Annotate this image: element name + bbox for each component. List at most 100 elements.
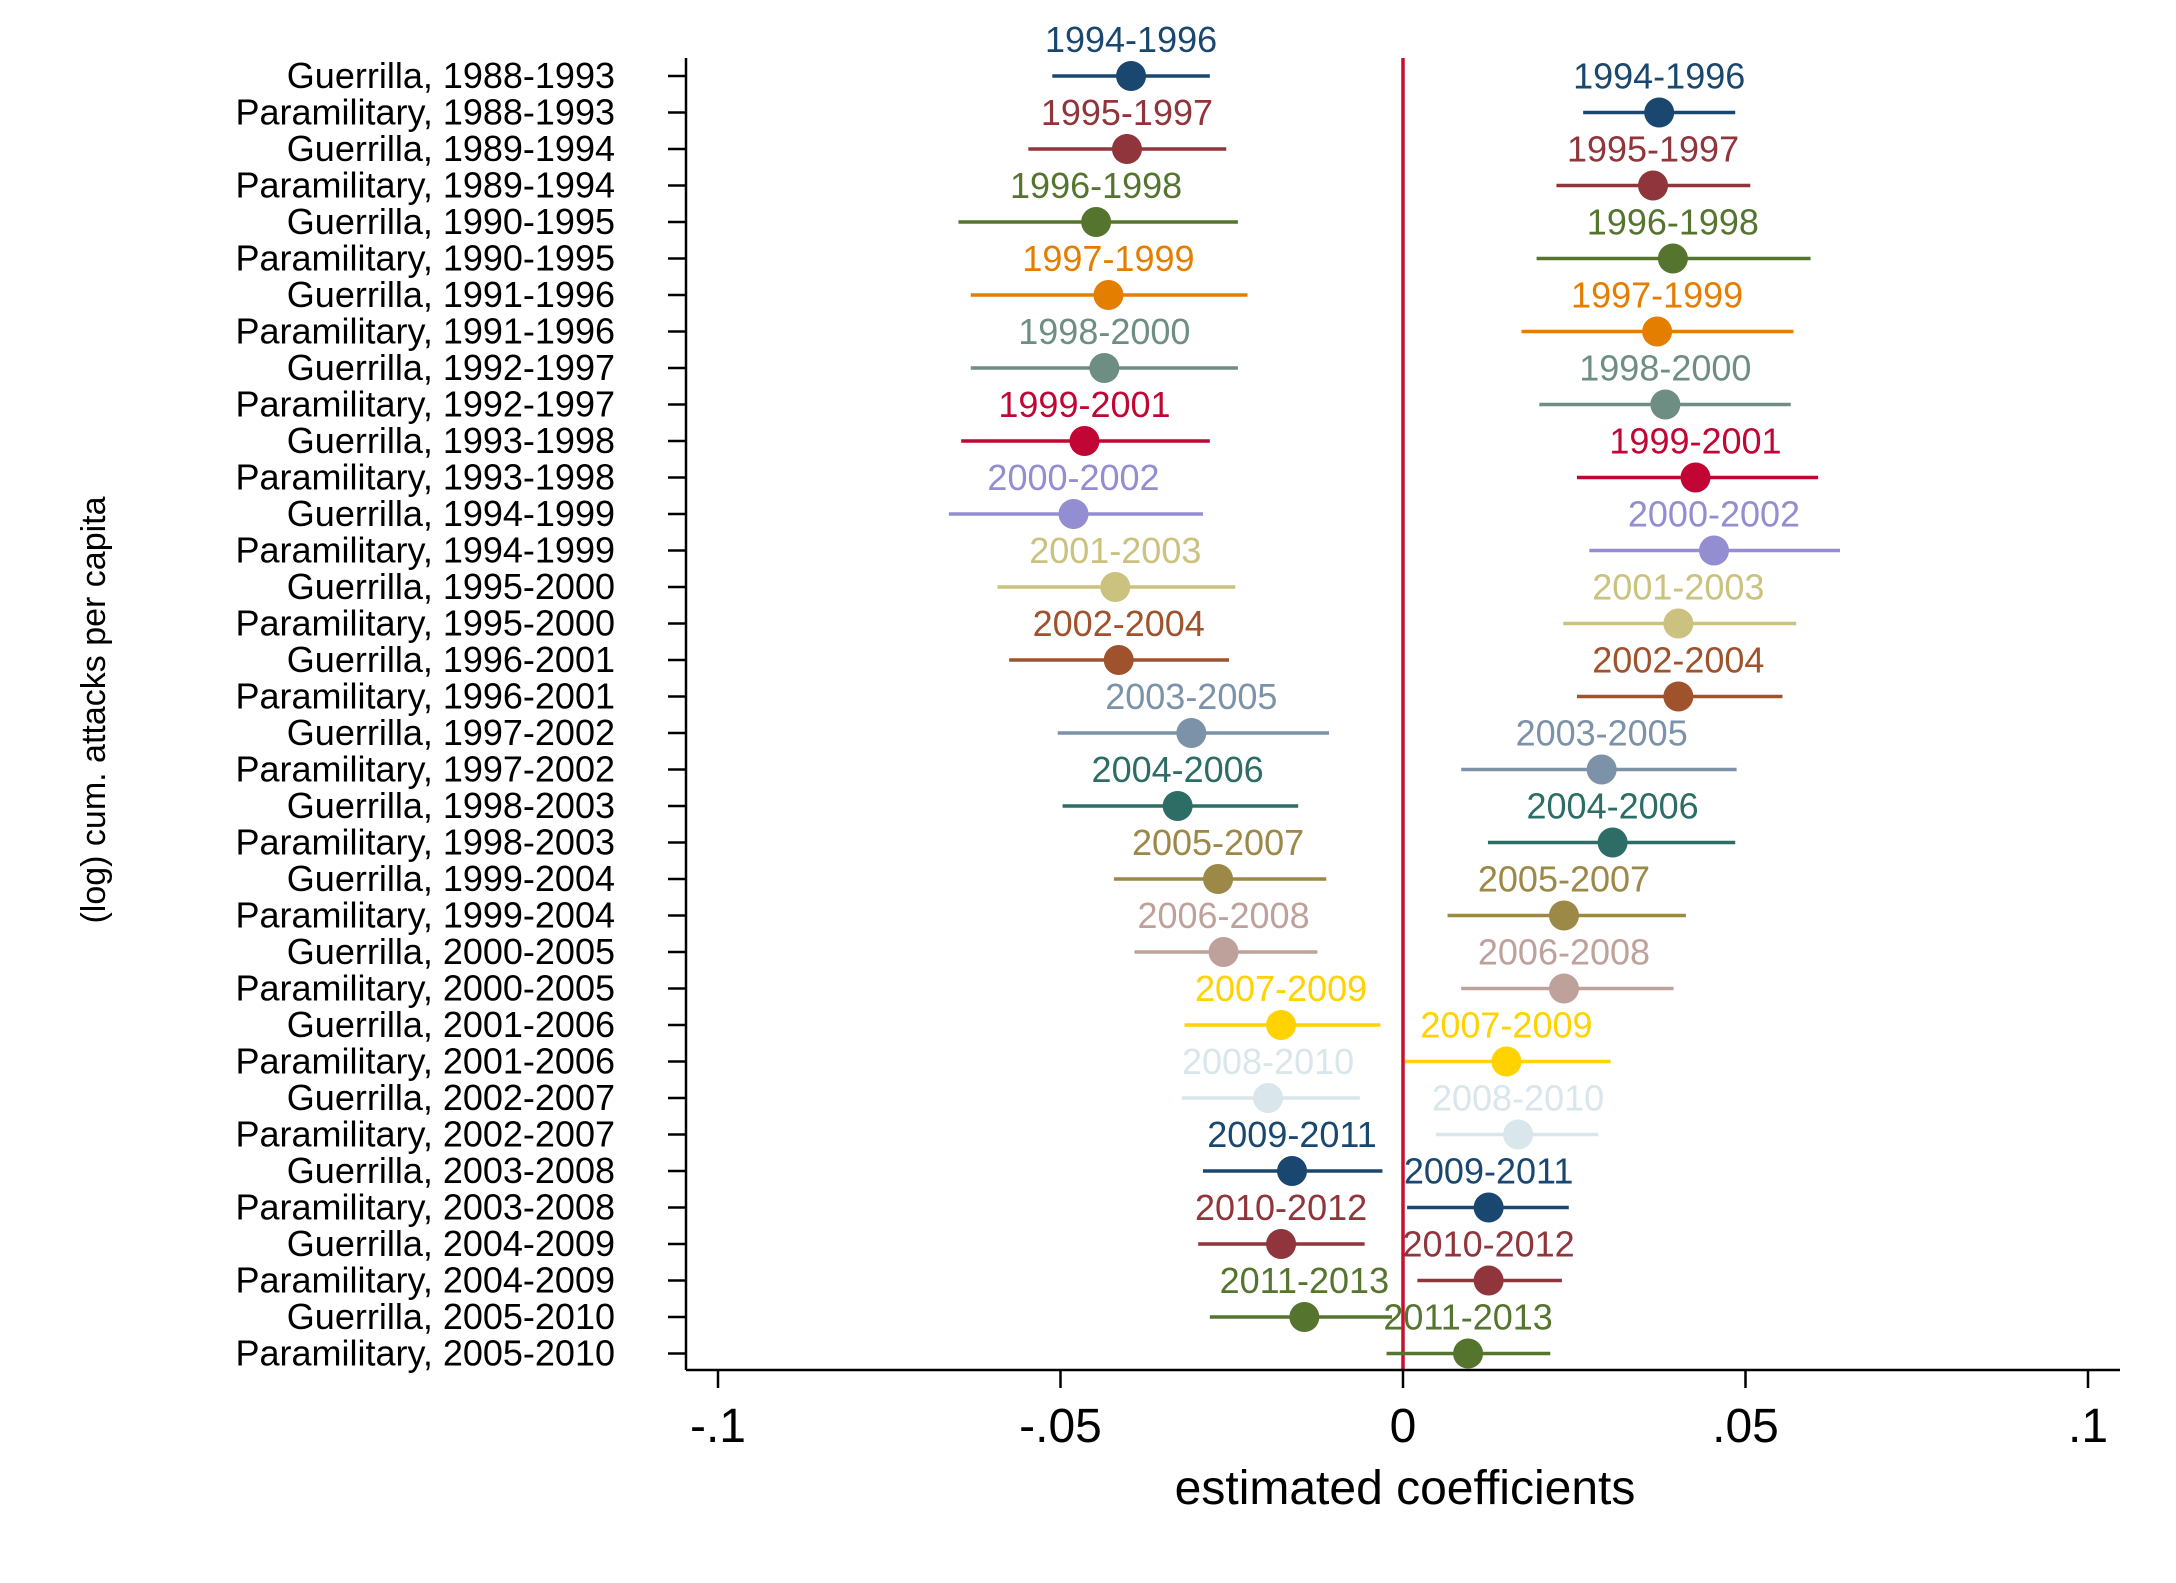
y-tick-label: Paramilitary, 1997-2002 — [235, 749, 615, 790]
y-tick-label: Paramilitary, 2000-2005 — [235, 968, 615, 1009]
y-tick-label: Guerrilla, 2001-2006 — [287, 1004, 615, 1045]
y-tick-label: Paramilitary, 1990-1995 — [235, 238, 615, 279]
y-tick-label: Guerrilla, 2002-2007 — [287, 1077, 615, 1118]
y-tick-label: Paramilitary, 1995-2000 — [235, 603, 615, 644]
y-tick-label: Guerrilla, 2000-2005 — [287, 931, 615, 972]
y-tick-label: Guerrilla, 1999-2004 — [287, 858, 615, 899]
point-label: 2006-2008 — [1478, 932, 1650, 973]
point-label: 2002-2004 — [1033, 603, 1205, 644]
point-label: 2010-2012 — [1195, 1187, 1367, 1228]
coefficient-point — [1638, 170, 1669, 201]
y-tick-label: Guerrilla, 1995-2000 — [287, 566, 615, 607]
y-tick-label: Paramilitary, 2005-2010 — [235, 1333, 615, 1374]
coefficient-point — [1503, 1119, 1534, 1150]
y-tick-label: Guerrilla, 1994-1999 — [287, 493, 615, 534]
point-label: 2011-2013 — [1383, 1297, 1553, 1338]
point-label: 2005-2007 — [1132, 822, 1304, 863]
y-tick-label: Paramilitary, 1989-1994 — [235, 165, 615, 206]
y-tick-label: Paramilitary, 2003-2008 — [235, 1187, 615, 1228]
y-tick-label: Guerrilla, 2004-2009 — [287, 1223, 615, 1264]
coefficient-point — [1548, 973, 1579, 1004]
point-label: 2010-2012 — [1403, 1224, 1575, 1265]
point-label: 2009-2011 — [1207, 1114, 1377, 1155]
point-label: 1999-2001 — [998, 384, 1170, 425]
y-tick-label: Guerrilla, 1998-2003 — [287, 785, 615, 826]
point-label: 1998-2000 — [1018, 311, 1190, 352]
y-tick-label: Paramilitary, 2004-2009 — [235, 1260, 615, 1301]
y-tick-label: Guerrilla, 1991-1996 — [287, 274, 615, 315]
coefficient-point — [1103, 645, 1134, 675]
coefficient-point — [1081, 207, 1112, 237]
point-label: 1996-1998 — [1587, 202, 1759, 243]
coefficient-point — [1203, 864, 1234, 894]
coefficient-point — [1058, 499, 1089, 529]
x-tick-label: .05 — [1712, 1400, 1779, 1453]
point-label: 2002-2004 — [1592, 640, 1764, 681]
y-tick-label: Paramilitary, 1992-1997 — [235, 384, 615, 425]
point-label: 1999-2001 — [1609, 421, 1781, 462]
point-label: 2003-2005 — [1516, 713, 1688, 754]
y-tick-label: Guerrilla, 1992-1997 — [287, 347, 615, 388]
coefficient-point — [1680, 462, 1711, 493]
y-tick-label: Paramilitary, 1994-1999 — [235, 530, 615, 571]
coefficient-point — [1663, 608, 1694, 639]
y-tick-label: Paramilitary, 1988-1993 — [235, 92, 615, 133]
y-tick-label: Paramilitary, 1998-2003 — [235, 822, 615, 863]
y-tick-label: Guerrilla, 1988-1993 — [287, 55, 615, 96]
coefficient-point — [1111, 134, 1142, 164]
x-tick-label: -.1 — [690, 1400, 746, 1453]
y-tick-label: Guerrilla, 2005-2010 — [287, 1296, 615, 1337]
point-label: 2008-2010 — [1432, 1078, 1604, 1119]
y-tick-label: Guerrilla, 2003-2008 — [287, 1150, 615, 1191]
coefficient-point — [1289, 1302, 1320, 1332]
y-tick-label: Paramilitary, 1991-1996 — [235, 311, 615, 352]
point-label: 2007-2009 — [1420, 1005, 1592, 1046]
coefficient-point — [1548, 900, 1579, 931]
coefficient-point — [1116, 61, 1147, 91]
y-axis-title: (log) cum. attacks per capita — [75, 496, 113, 923]
x-tick-label: 0 — [1390, 1400, 1417, 1453]
coefficient-point — [1586, 754, 1617, 785]
coefficient-point — [1663, 681, 1694, 712]
coefficient-point — [1069, 426, 1100, 456]
point-label: 2007-2009 — [1195, 968, 1367, 1009]
coefficient-point — [1253, 1083, 1284, 1113]
coefficient-point — [1698, 535, 1729, 566]
point-label: 2001-2003 — [1029, 530, 1201, 571]
y-tick-label: Guerrilla, 1997-2002 — [287, 712, 615, 753]
coefficient-point — [1642, 316, 1673, 347]
y-tick-label: Guerrilla, 1990-1995 — [287, 201, 615, 242]
point-label: 1997-1999 — [1571, 275, 1743, 316]
coefficient-point — [1650, 389, 1681, 420]
point-label: 2011-2013 — [1220, 1260, 1390, 1301]
coefficient-point — [1089, 353, 1120, 383]
coefficient-point — [1093, 280, 1124, 310]
point-label: 2000-2002 — [987, 457, 1159, 498]
point-label: 2001-2003 — [1592, 567, 1764, 608]
coefficient-point — [1473, 1265, 1504, 1296]
y-tick-label: Guerrilla, 1996-2001 — [287, 639, 615, 680]
x-tick-label: -.05 — [1019, 1400, 1102, 1453]
y-tick-label: Guerrilla, 1989-1994 — [287, 128, 615, 169]
coefficient-point — [1208, 937, 1239, 967]
coefficient-point — [1266, 1010, 1297, 1040]
point-label: 2003-2005 — [1105, 676, 1277, 717]
point-label: 2004-2006 — [1092, 749, 1264, 790]
coefficient-point — [1491, 1046, 1522, 1077]
point-label: 1995-1997 — [1041, 92, 1213, 133]
y-tick-label: Paramilitary, 2002-2007 — [235, 1114, 615, 1155]
coefficient-point — [1473, 1192, 1504, 1223]
y-tick-label: Guerrilla, 1993-1998 — [287, 420, 615, 461]
point-label: 1998-2000 — [1579, 348, 1751, 389]
point-label: 1995-1997 — [1567, 129, 1739, 170]
y-tick-label: Paramilitary, 1996-2001 — [235, 676, 615, 717]
coefficient-point — [1277, 1156, 1308, 1186]
coefficient-point — [1100, 572, 1131, 602]
point-label: 1994-1996 — [1573, 56, 1745, 97]
x-axis-title: estimated coefficients — [1175, 1462, 1636, 1515]
coefficient-point — [1597, 827, 1628, 858]
point-label: 2005-2007 — [1478, 859, 1650, 900]
point-label: 1997-1999 — [1022, 238, 1194, 279]
